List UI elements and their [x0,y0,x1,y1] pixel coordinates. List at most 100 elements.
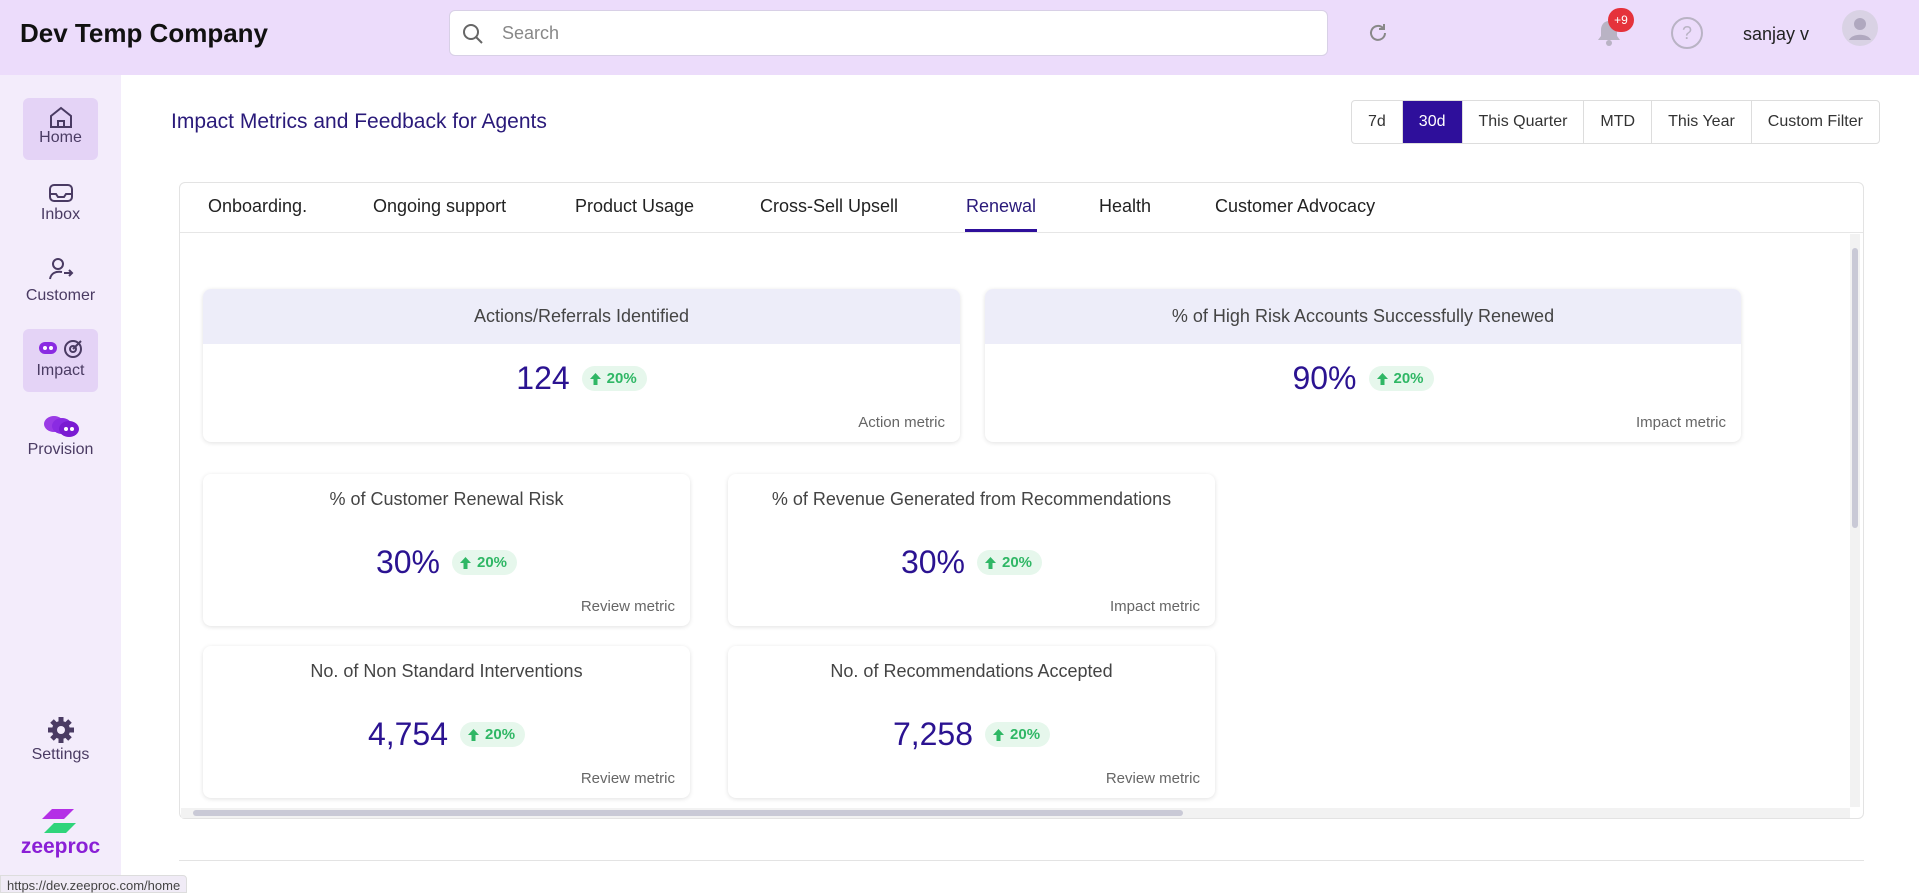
help-icon[interactable]: ? [1670,16,1704,50]
change-badge: 20% [460,722,526,747]
metric-card: No. of Recommendations Accepted 7,258 20% R… [728,646,1215,798]
metric-title: % of Revenue Generated from Recommendati… [771,489,1172,509]
status-bar: https://dev.zeeproc.com/home [0,875,188,893]
nav-settings[interactable]: Settings [31,746,90,763]
metric-value-row: 30% 20% [203,544,690,581]
company-name: Dev Temp Company [20,18,269,48]
change-badge: 20% [581,366,647,391]
date-filters: 7d 30d This Quarter MTD This Year Custom… [1351,100,1880,144]
bottom-divider [179,860,1864,861]
nav-customer[interactable]: Customer [25,287,96,304]
logo-text: zeeproc [20,835,101,858]
v-scroll-thumb[interactable] [1852,248,1858,528]
metric-card: % of Revenue Generated from Recommendati… [728,474,1215,626]
card-header-bg [985,289,1741,344]
metric-value: 30% [900,544,965,580]
metric-card: % of High Risk Accounts Successfully Ren… [985,289,1741,442]
nav-impact[interactable]: Impact [36,362,85,379]
nav-inbox[interactable]: Inbox [40,206,81,223]
refresh-icon[interactable] [1366,21,1390,45]
metric-value: 7,258 [892,716,974,752]
metric-value-row: 4,754 20% [203,716,690,753]
tab[interactable]: Customer Advocacy [1215,196,1376,216]
metric-card: No. of Non Standard Interventions 4,754 20… [203,646,690,798]
nav-active-bg [23,329,98,392]
nav-provision[interactable]: Provision [27,441,94,458]
change-value: 20% [1393,370,1424,387]
metric-value-row: 30% 20% [728,544,1215,581]
h-scroll-thumb[interactable] [193,810,1183,816]
settings-icon [48,717,74,743]
svg-text:?: ? [1682,23,1692,43]
metric-type: Action metric [858,414,945,431]
metric-value: 30% [375,544,440,580]
change-badge: 20% [1368,366,1434,391]
impact-icon [39,340,82,358]
avatar[interactable] [1842,10,1878,46]
change-badge: 20% [452,550,518,575]
tab[interactable]: Health [1099,196,1152,216]
tab[interactable]: Cross-Sell Upsell [760,196,899,216]
metric-type: Review metric [580,598,675,615]
metric-value: 124 [516,360,570,396]
page-title: Impact Metrics and Feedback for Agents [171,110,547,133]
metric-type: Impact metric [1109,598,1200,615]
metric-title: No. of Recommendations Accepted [830,661,1113,681]
tab[interactable]: Product Usage [575,196,695,216]
filter-button[interactable]: Custom Filter [1750,101,1879,143]
tab[interactable]: Onboarding. [208,196,308,216]
metric-title: No. of Non Standard Interventions [310,661,583,681]
metric-type: Review metric [580,770,675,787]
filter-button[interactable]: This Year [1651,101,1751,143]
metric-title: Actions/Referrals Identified [473,306,690,326]
change-value: 20% [1002,554,1033,571]
up-arrow [985,556,996,569]
up-arrow [468,728,480,741]
notification-badge: +9 [1608,8,1634,32]
card-header-bg [203,289,960,344]
filter-button[interactable]: This Quarter [1461,101,1584,143]
top-bar: Dev Temp Company Search +9 ? sanjay v [0,0,1919,75]
provision-icon [44,416,79,437]
metric-type: Impact metric [1635,414,1726,431]
user-name[interactable]: sanjay v [1743,24,1810,44]
v-scroll-track [1850,234,1860,807]
logo-mark [42,809,76,833]
metric-card: % of Customer Renewal Risk 30% 20% Review m… [203,474,690,626]
filter-button[interactable]: MTD [1583,101,1651,143]
metric-title: % of Customer Renewal Risk [329,489,564,509]
up-arrow [589,372,601,385]
sidebar: Home Inbox Customer Impact Provision Set… [0,75,121,889]
inbox-icon [49,184,73,202]
up-arrow [993,728,1005,741]
filter-button[interactable]: 7d [1368,113,1386,130]
home-icon [50,106,72,128]
change-value: 20% [1010,726,1041,743]
tab[interactable]: Ongoing support [373,196,507,216]
metric-value: 90% [1292,360,1357,396]
up-arrow [460,556,471,569]
metric-title: % of High Risk Accounts Successfully Ren… [1171,306,1555,326]
search-placeholder: Search [502,23,560,43]
metric-value-row: 90% 20% [985,360,1741,397]
nav-home[interactable]: Home [39,129,82,146]
customer-icon [49,258,74,280]
metric-card: Actions/Referrals Identified 124 20% Action… [203,289,960,442]
metric-value: 4,754 [367,716,449,752]
change-badge: 20% [985,722,1051,747]
change-value: 20% [477,554,508,571]
change-value: 20% [606,370,637,387]
h-scroll-track [181,808,1850,818]
change-badge: 20% [977,550,1043,575]
search-icon [463,24,483,44]
tab-panel [179,182,1864,819]
change-value: 20% [485,726,516,743]
search-box[interactable]: Search [449,10,1328,56]
tab-divider [180,232,1863,233]
tab-active[interactable]: Renewal [966,196,1037,216]
up-arrow [1376,372,1388,385]
filter-button-active[interactable]: 30d [1401,101,1462,143]
tab-underline [965,229,1037,232]
metric-value-row: 7,258 20% [728,716,1215,753]
